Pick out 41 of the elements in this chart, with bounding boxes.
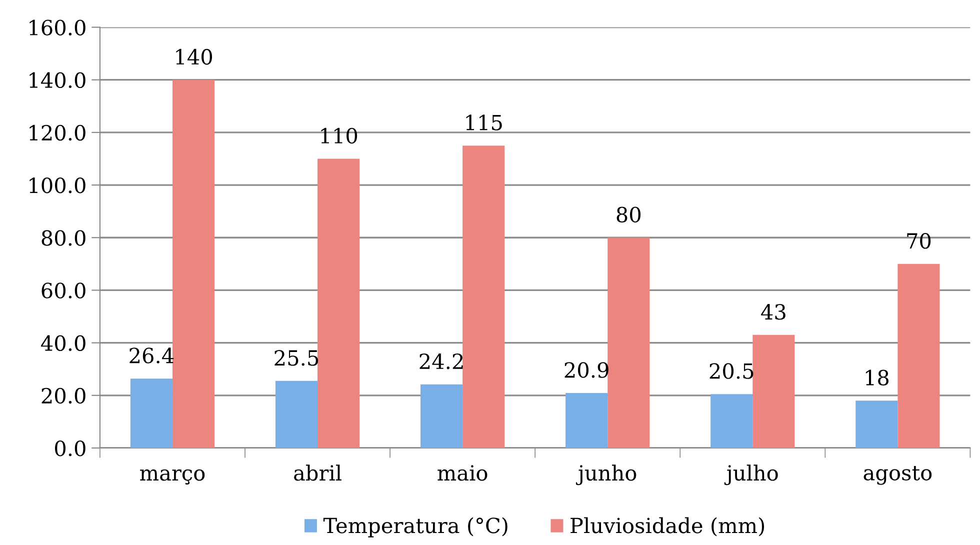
bar xyxy=(318,158,360,448)
data-label: 24.2 xyxy=(420,353,463,370)
data-label: 18 xyxy=(866,370,888,386)
data-label: 26.4 xyxy=(130,348,174,364)
y-tick-label: 80.0 xyxy=(42,230,86,246)
bar xyxy=(275,380,318,448)
bar xyxy=(420,384,463,448)
x-tick-label: maio xyxy=(438,465,488,481)
y-tick-label: 160.0 xyxy=(30,20,86,36)
data-label: 70 xyxy=(907,233,931,249)
data-label: 20.5 xyxy=(710,363,754,379)
bar xyxy=(566,393,608,448)
y-tick-label: 120.0 xyxy=(30,124,86,141)
bar xyxy=(172,80,215,448)
legend-label: Pluviosidade (mm) xyxy=(570,517,764,536)
bar xyxy=(898,264,940,448)
y-tick-label: 40.0 xyxy=(41,335,86,352)
data-label: 25.5 xyxy=(274,350,318,366)
bar xyxy=(856,400,898,448)
data-label: 43 xyxy=(761,304,786,320)
data-label: 115 xyxy=(466,114,502,130)
bar xyxy=(710,394,753,448)
y-tick-label: 20.0 xyxy=(42,388,86,404)
x-tick-label: abril xyxy=(294,464,342,481)
x-tick-label: julho xyxy=(724,464,778,486)
x-tick-label: agosto xyxy=(864,466,932,485)
bar xyxy=(752,334,795,448)
data-label: 110 xyxy=(321,128,358,144)
legend-label: Temperatura (°C) xyxy=(323,517,508,538)
bar xyxy=(608,238,650,448)
data-label: 140 xyxy=(176,48,212,65)
bar xyxy=(130,378,172,448)
data-label: 80 xyxy=(616,206,640,222)
bar xyxy=(462,146,505,448)
x-tick-label: junho xyxy=(576,464,636,486)
y-tick-label: 0.0 xyxy=(55,440,86,456)
y-tick-label: 140.0 xyxy=(30,72,86,88)
y-tick-label: 60.0 xyxy=(42,282,86,298)
data-label: 20.9 xyxy=(564,362,608,378)
y-tick-label: 100.0 xyxy=(30,177,86,194)
x-tick-label: março xyxy=(140,469,205,485)
